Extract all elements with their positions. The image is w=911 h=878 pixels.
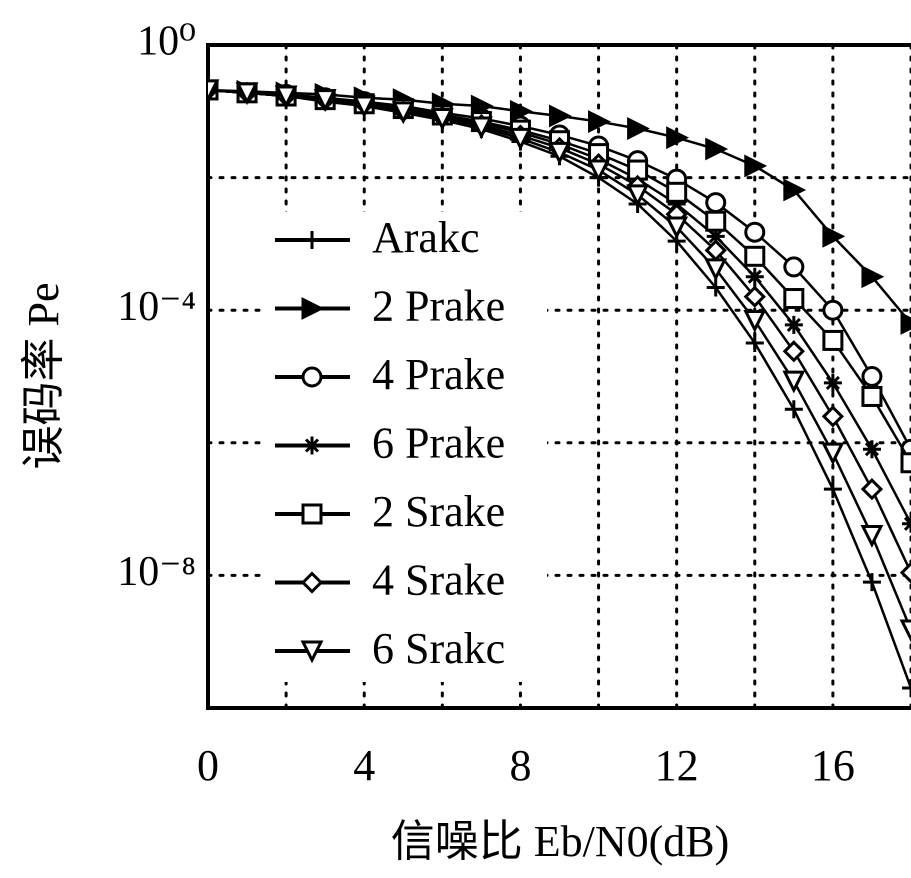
data-point: [783, 178, 807, 202]
data-point: [313, 89, 337, 112]
data-point: [862, 440, 881, 459]
x-tick-label: 0: [197, 741, 219, 790]
y-axis-label: 误码率 Pe: [19, 283, 68, 470]
data-point: [705, 192, 727, 214]
data-point: [862, 573, 881, 592]
data-point: [783, 256, 805, 278]
plot-frame: [206, 43, 911, 710]
data-point: [587, 159, 610, 183]
data-point: [784, 400, 803, 419]
x-tick-label: 16: [811, 741, 855, 790]
legend-marker: [303, 231, 321, 249]
data-point: [782, 370, 806, 394]
data-point: [860, 524, 884, 548]
data-point: [743, 285, 766, 308]
data-point: [899, 561, 911, 584]
data-point: [783, 288, 805, 310]
legend: Arakc 2 Prake 4 Prake 6 Prake 2 Srake 4 Srake…: [262, 212, 547, 682]
data-point: [352, 95, 376, 119]
data-point: [744, 154, 768, 178]
data-point: [900, 452, 911, 474]
data-point: [743, 309, 767, 333]
legend-marker: [301, 297, 325, 320]
x-tick-label: 12: [655, 741, 699, 790]
y-tick-label: 10⁻⁸: [117, 549, 196, 595]
data-point: [469, 116, 493, 140]
data-point: [861, 385, 883, 407]
data-point: [822, 329, 844, 351]
data-point: [745, 267, 764, 286]
data-point: [861, 265, 885, 289]
data-point: [274, 85, 298, 109]
data-point: [548, 141, 571, 165]
data-point: [706, 278, 725, 297]
data-point: [823, 373, 842, 392]
legend-marker: [300, 640, 324, 664]
data-point: [822, 224, 846, 248]
legend-label: 2 Prake: [372, 282, 505, 331]
data-point: [902, 679, 911, 698]
legend-label: Arakc: [372, 213, 480, 262]
data-point: [549, 104, 572, 128]
data-point: [900, 312, 911, 335]
data-point: [860, 478, 884, 501]
legend-label: 4 Srake: [372, 556, 505, 605]
data-point: [745, 334, 764, 353]
x-tick-label: 8: [509, 741, 531, 790]
data-point: [823, 480, 842, 499]
data-point: [430, 107, 454, 131]
data-point: [705, 210, 727, 232]
data-point: [588, 110, 611, 133]
plot-area: [208, 78, 911, 698]
legend-label: 6 Srakc: [372, 624, 505, 673]
legend-marker: [301, 503, 323, 525]
data-point: [665, 216, 689, 240]
data-point: [744, 245, 766, 267]
data-point: [626, 184, 650, 208]
legend-label: 4 Prake: [372, 350, 505, 399]
legend-marker: [301, 366, 323, 388]
data-point: [744, 221, 766, 243]
data-point: [784, 315, 803, 334]
data-point: [666, 181, 688, 203]
data-point: [706, 227, 725, 246]
data-point: [861, 366, 883, 387]
data-point: [627, 117, 650, 140]
data-point: [705, 137, 729, 161]
legend-label: 2 Srake: [372, 487, 505, 536]
legend-marker: [303, 436, 321, 455]
data-point: [821, 405, 845, 428]
data-point: [208, 79, 220, 103]
data-point: [666, 126, 690, 150]
data-point: [704, 258, 728, 282]
x-axis-label: 信噪比 Eb/N0(dB): [391, 817, 730, 866]
data-point: [782, 340, 805, 363]
y-tick-label: 10⁻⁴: [117, 284, 196, 330]
x-tick-label: 4: [353, 741, 375, 790]
data-point: [902, 514, 911, 533]
data-point: [821, 442, 845, 466]
data-point: [391, 101, 415, 125]
data-point: [235, 82, 259, 106]
data-point: [899, 619, 911, 643]
legend-marker: [300, 571, 324, 594]
data-point: [822, 299, 844, 321]
legend-label: 6 Prake: [372, 419, 505, 468]
y-tick-label: 10⁰: [137, 19, 196, 65]
data-point: [509, 127, 532, 151]
